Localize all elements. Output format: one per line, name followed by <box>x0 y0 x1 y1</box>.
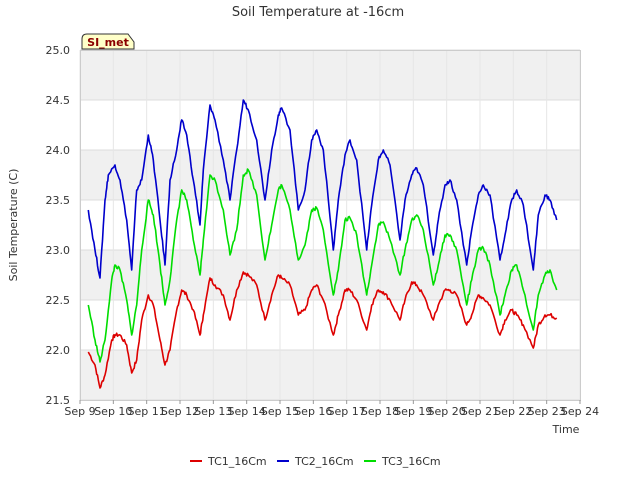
x-tick-label: Sep 10 <box>94 405 132 418</box>
x-tick-label: Sep 18 <box>361 405 399 418</box>
x-tick-label: Sep 12 <box>161 405 199 418</box>
legend: TC1_16Cm TC2_16Cm TC3_16Cm <box>190 455 441 468</box>
series-lines <box>87 99 558 389</box>
y-tick-label: 22.0 <box>46 344 71 357</box>
y-tick-label: 22.5 <box>46 294 71 307</box>
y-tick-label: 24.5 <box>46 94 71 107</box>
plot-band <box>80 350 580 400</box>
plot-band <box>80 150 580 200</box>
x-axis-label: Time <box>552 423 580 436</box>
station-badge-label: SI_met <box>87 36 129 49</box>
legend-label: TC2_16Cm <box>294 455 354 468</box>
x-tick-label: Sep 20 <box>428 405 466 418</box>
series-line-tc3_16cm <box>87 168 558 363</box>
y-tick-label: 23.0 <box>46 244 71 257</box>
x-tick-label: Sep 19 <box>394 405 432 418</box>
y-axis-label: Soil Temperature (C) <box>7 169 20 282</box>
x-tick-label: Sep 11 <box>128 405 166 418</box>
x-tick-label: Sep 17 <box>328 405 366 418</box>
y-tick-label: 21.5 <box>46 394 71 407</box>
series-line-tc2_16cm <box>87 99 558 279</box>
station-badge: SI_met <box>81 33 135 50</box>
x-tick-label: Sep 15 <box>261 405 299 418</box>
legend-label: TC3_16Cm <box>381 455 441 468</box>
legend-label: TC1_16Cm <box>207 455 267 468</box>
y-tick-label: 24.0 <box>46 144 71 157</box>
x-tick-label: Sep 24 <box>561 405 599 418</box>
series-line-tc1_16cm <box>87 271 558 389</box>
plot-area <box>80 50 581 401</box>
x-tick-label: Sep 22 <box>494 405 532 418</box>
y-axis-ticks: 21.5 22.0 22.5 23.0 23.5 24.0 24.5 25.0 <box>46 44 71 407</box>
x-tick-label: Sep 16 <box>294 405 332 418</box>
x-tick-label: Sep 14 <box>228 405 266 418</box>
x-tick-label: Sep 13 <box>194 405 232 418</box>
y-tick-label: 25.0 <box>46 44 71 57</box>
plot-band <box>80 50 580 100</box>
x-tick-label: Sep 23 <box>528 405 566 418</box>
x-tick-label: Sep 9 <box>64 405 95 418</box>
y-tick-label: 23.5 <box>46 194 71 207</box>
chart-title: Soil Temperature at -16cm <box>232 5 404 20</box>
x-tick-label: Sep 21 <box>461 405 499 418</box>
